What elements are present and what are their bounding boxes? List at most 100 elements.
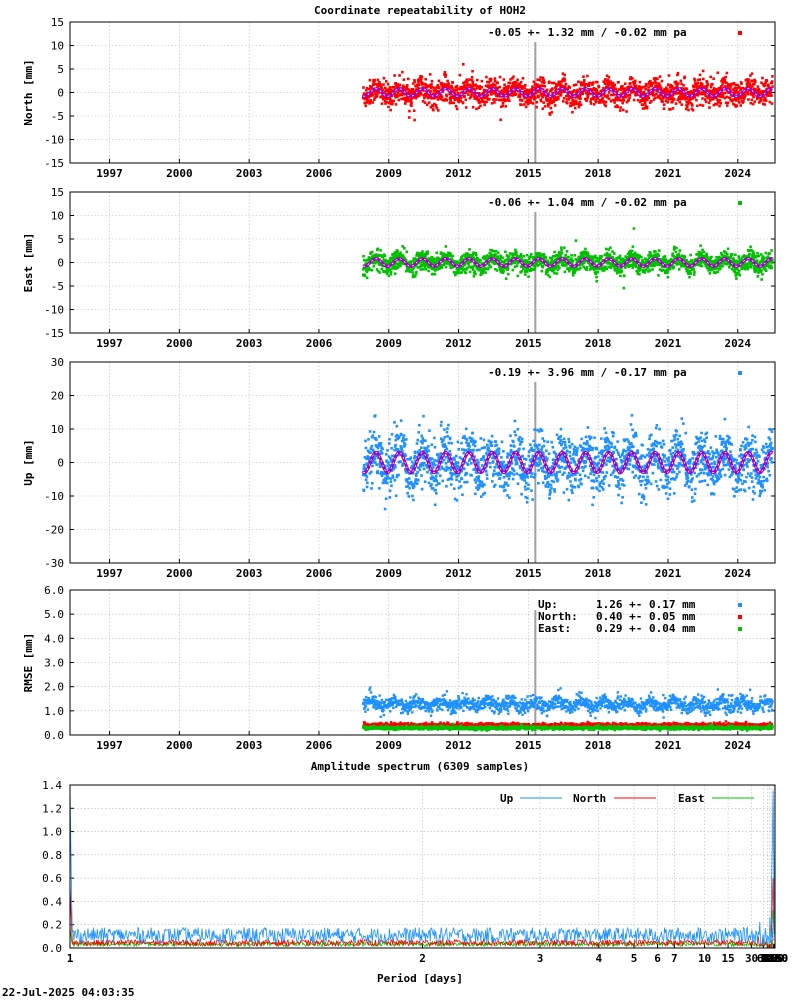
data-point bbox=[676, 262, 680, 266]
data-point bbox=[430, 255, 434, 259]
data-point bbox=[582, 261, 586, 265]
data-point bbox=[566, 94, 569, 98]
data-point bbox=[756, 85, 760, 88]
data-point bbox=[715, 96, 718, 100]
x-tick-label: 2021 bbox=[655, 167, 682, 180]
data-point bbox=[542, 101, 546, 104]
data-point bbox=[445, 484, 448, 488]
data-point bbox=[375, 438, 378, 442]
data-point bbox=[704, 261, 708, 265]
data-point bbox=[640, 255, 643, 259]
data-point bbox=[498, 90, 502, 94]
data-point bbox=[468, 260, 471, 264]
data-point bbox=[393, 421, 396, 424]
data-point bbox=[362, 463, 366, 467]
data-point bbox=[448, 92, 451, 96]
data-point bbox=[475, 78, 479, 82]
data-point bbox=[657, 94, 661, 98]
data-point bbox=[407, 477, 411, 480]
data-point bbox=[553, 250, 556, 254]
data-point bbox=[757, 254, 761, 258]
data-point bbox=[433, 102, 436, 106]
data-point bbox=[610, 256, 613, 259]
data-point bbox=[468, 248, 471, 251]
data-point bbox=[518, 82, 521, 86]
data-point bbox=[585, 98, 589, 101]
x-tick-label: 1997 bbox=[96, 567, 123, 580]
y-tick-label: 5 bbox=[57, 233, 64, 246]
data-point bbox=[582, 250, 586, 254]
data-point bbox=[499, 255, 503, 259]
data-point bbox=[606, 94, 610, 97]
data-point bbox=[679, 79, 683, 83]
data-point bbox=[652, 93, 656, 97]
data-point bbox=[440, 420, 443, 424]
data-point bbox=[448, 449, 452, 453]
data-point bbox=[697, 255, 701, 259]
data-point bbox=[390, 433, 394, 436]
data-point bbox=[756, 275, 760, 278]
data-point bbox=[446, 427, 449, 430]
data-point bbox=[477, 461, 480, 464]
data-point bbox=[690, 259, 693, 262]
data-point bbox=[753, 100, 757, 103]
data-point bbox=[454, 98, 457, 101]
data-point bbox=[583, 85, 586, 89]
data-point bbox=[771, 261, 774, 264]
data-point bbox=[682, 263, 686, 266]
y-tick-label: -5 bbox=[51, 280, 64, 293]
data-point bbox=[463, 83, 466, 87]
data-point bbox=[525, 261, 529, 264]
data-point bbox=[388, 456, 392, 460]
data-point bbox=[599, 101, 602, 104]
data-point bbox=[731, 253, 734, 256]
data-point bbox=[729, 254, 733, 258]
data-point bbox=[426, 250, 430, 254]
data-point bbox=[456, 261, 460, 265]
data-point bbox=[702, 77, 705, 81]
data-point bbox=[618, 98, 621, 102]
data-point bbox=[548, 262, 551, 265]
data-point bbox=[625, 110, 628, 113]
data-point bbox=[635, 257, 638, 261]
data-point bbox=[605, 251, 609, 255]
data-point bbox=[514, 83, 517, 86]
data-point bbox=[609, 99, 613, 103]
data-point bbox=[475, 96, 479, 100]
data-point bbox=[393, 264, 397, 268]
data-point bbox=[472, 87, 475, 91]
data-point bbox=[633, 255, 637, 259]
data-point bbox=[384, 102, 387, 105]
data-point bbox=[462, 87, 465, 91]
data-point bbox=[503, 97, 506, 101]
data-point bbox=[562, 262, 565, 266]
data-point bbox=[425, 103, 429, 106]
data-point bbox=[434, 103, 438, 107]
data-point bbox=[620, 266, 623, 270]
data-point bbox=[380, 452, 384, 455]
data-point bbox=[762, 256, 766, 260]
data-point bbox=[375, 463, 378, 466]
y-tick-label: 0 bbox=[57, 257, 64, 270]
data-point bbox=[449, 99, 452, 102]
data-point bbox=[484, 271, 487, 274]
data-point bbox=[595, 275, 598, 279]
data-point bbox=[589, 255, 592, 258]
data-point bbox=[738, 101, 741, 104]
data-point bbox=[455, 107, 459, 111]
data-point bbox=[394, 494, 398, 498]
data-point bbox=[463, 263, 466, 267]
data-point bbox=[477, 91, 481, 95]
data-point bbox=[733, 89, 736, 93]
data-point bbox=[595, 279, 599, 283]
data-point bbox=[438, 267, 442, 270]
data-point bbox=[421, 437, 424, 440]
data-point bbox=[622, 99, 626, 102]
data-point bbox=[515, 255, 519, 258]
data-point bbox=[721, 261, 725, 264]
y-tick-label: 10 bbox=[51, 40, 64, 53]
data-point bbox=[666, 271, 669, 275]
data-point bbox=[720, 79, 723, 83]
data-point bbox=[615, 256, 618, 260]
data-point bbox=[487, 84, 490, 87]
